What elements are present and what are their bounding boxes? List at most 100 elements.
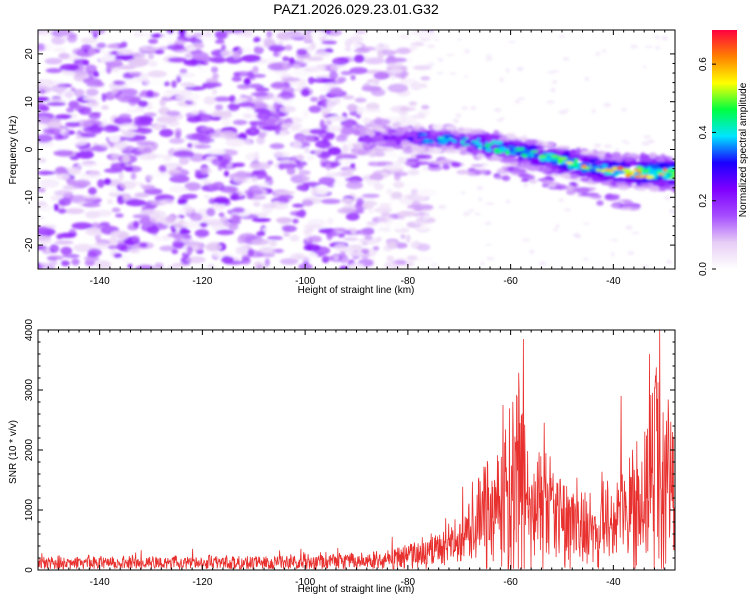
spectrogram-cell	[148, 51, 155, 60]
spectrogram-cell	[431, 263, 438, 267]
snr-panel: -140 -120 -100 -80 -60 -40 0 1000 2000 3000 4000 H…	[8, 318, 676, 595]
spectrogram-cell	[112, 80, 126, 86]
spectrogram-cell	[566, 189, 576, 195]
spectrogram-cell	[516, 67, 525, 70]
spectrogram-cell	[133, 115, 154, 124]
spectrogram-cell	[511, 168, 527, 174]
spectrogram-cell	[132, 220, 140, 228]
spectrogram-cell	[373, 118, 391, 126]
spectrogram-cell	[131, 235, 140, 242]
spectrogram-cell	[325, 163, 332, 171]
spectrogram-cell	[416, 189, 437, 197]
spectrogram-cell	[382, 135, 398, 140]
spectrogram-cell	[60, 260, 70, 267]
snr-xtick-label: -100	[295, 577, 315, 588]
spectrogram-cell	[629, 160, 638, 166]
spectrogram-cell	[405, 132, 417, 137]
spectrogram-cell	[88, 112, 101, 120]
spectrogram-cell	[387, 240, 398, 250]
spectrogram-cell	[199, 222, 208, 228]
spectrogram-cell	[432, 161, 445, 165]
spectrogram-cell	[390, 72, 396, 82]
spectrogram-cell	[48, 121, 63, 128]
spectrogram-cell	[436, 72, 444, 75]
spectrogram-cell	[166, 89, 183, 95]
spectrogram-cell	[612, 166, 617, 171]
spectrogram-axes: -140 -120 -100 -80 -60 -40 20 10 0 -10 -20	[24, 30, 676, 287]
spectrogram-cell	[276, 217, 293, 224]
spectrogram-cell	[120, 41, 128, 46]
spectrogram-cell	[325, 119, 332, 126]
spectrogram-cell	[358, 228, 375, 236]
spectrogram-cell	[395, 47, 411, 55]
spectrogram-cell	[603, 102, 611, 108]
spectrogram-cell	[426, 62, 435, 66]
spectrogram-cell	[349, 35, 364, 44]
spectrogram-cell	[568, 165, 572, 169]
spectrogram-cell	[373, 71, 390, 80]
spectrogram-cell	[249, 162, 262, 169]
spectrogram-cell	[132, 52, 146, 59]
spectrogram-cell	[214, 30, 228, 40]
spectrogram-cell	[555, 224, 560, 228]
spectrogram-cell	[123, 258, 130, 264]
spectrogram-cell	[410, 82, 422, 91]
spectrogram-cell	[178, 208, 187, 215]
spectrogram-cell	[283, 232, 290, 237]
spectrogram-cell	[178, 30, 187, 37]
colorbar-tick-label: 0.6	[698, 57, 709, 71]
spectrogram-cell	[498, 146, 506, 151]
spectrogram-cell	[630, 178, 644, 182]
spectrogram-cell	[256, 112, 270, 121]
snr-axes: -140 -120 -100 -80 -60 -40 0 1000 2000 3000 4000	[24, 318, 676, 588]
spectrogram-cell	[237, 97, 248, 102]
spectrogram-cell	[506, 133, 516, 140]
spectrogram-cell	[359, 237, 380, 245]
spectrogram-cell	[398, 110, 408, 116]
snr-xtick-label: -120	[192, 577, 212, 588]
spectrogram-cell	[207, 263, 215, 269]
spectrogram-heatmap	[38, 30, 675, 269]
spectrogram-cell	[267, 235, 283, 241]
spectrogram-cell	[92, 70, 100, 78]
spectrogram-cell	[179, 228, 191, 235]
spectrogram-cell	[451, 119, 458, 122]
spectrogram-cell	[106, 124, 116, 130]
spectrogram-cell	[525, 175, 535, 180]
spectrogram-cell	[107, 245, 118, 250]
spectrogram-cell	[348, 263, 365, 269]
spectrogram-cell	[154, 262, 164, 269]
spectrogram-cell	[127, 263, 133, 269]
spectrogram-cell	[368, 130, 376, 137]
spectrogram-cell	[292, 140, 302, 149]
spectrogram-cell	[542, 141, 549, 146]
spectrogram-cell	[610, 239, 619, 242]
spectrogram-cell	[127, 81, 138, 86]
spectrogram-cell	[57, 208, 67, 214]
spectrogram-cell	[215, 229, 235, 236]
spectrogram-cell	[207, 182, 224, 189]
spectrogram-cell	[196, 63, 202, 69]
spectrogram-cell	[137, 100, 149, 108]
spectrogram-cell	[200, 126, 213, 132]
spectrogram-cell	[417, 136, 421, 139]
spectrogram-cell	[581, 192, 589, 197]
spectrogram-cell	[313, 50, 331, 59]
spectrogram-cell	[450, 162, 462, 168]
spectrogram-xlabel: Height of straight line (km)	[298, 285, 415, 296]
spectrogram-cell	[558, 156, 568, 161]
spectrogram-cell	[154, 235, 165, 242]
spectrogram-cell	[160, 32, 171, 40]
spectrogram-cell	[420, 83, 428, 89]
spectrogram-cell	[617, 185, 630, 190]
spectrogram-cell	[184, 182, 201, 191]
spectrogram-cell	[459, 150, 468, 156]
spectrogram-cell	[557, 35, 566, 38]
spectrogram-cell	[329, 71, 338, 80]
spectrogram-cell	[438, 140, 446, 145]
spectrogram-cell	[420, 76, 431, 81]
spectrogram-cell	[356, 106, 363, 115]
colorbar-tick-label: 0.0	[698, 262, 709, 276]
spectrogram-cell	[121, 149, 135, 155]
spectrogram-cell	[162, 162, 183, 169]
